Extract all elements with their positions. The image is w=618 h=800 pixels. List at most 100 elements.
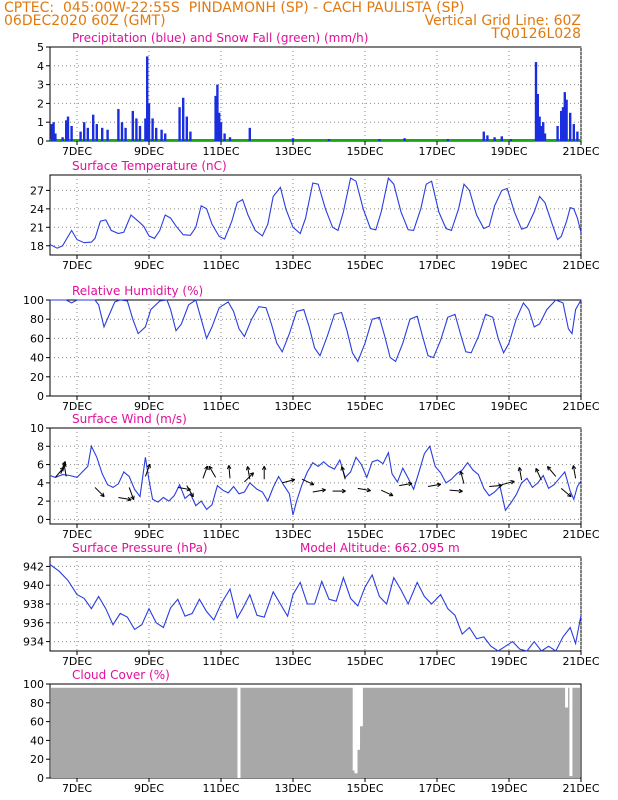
wind-arrow-head [366, 490, 371, 493]
x-tick-label: 13DEC [274, 145, 311, 158]
y-tick-label: 2 [37, 97, 44, 110]
panel-subtitle: Model Altitude: 662.095 m [300, 541, 460, 555]
y-tick-label: 0 [37, 513, 44, 526]
precip-bar [124, 127, 127, 141]
wind-arrow-head [572, 465, 577, 469]
wind-arrow-head [460, 470, 464, 475]
precip-bar [540, 125, 543, 141]
wind-arrow-head [62, 467, 65, 472]
wind-arrow-head [186, 489, 191, 492]
y-tick-label: 4 [37, 60, 44, 73]
precip-bar [214, 95, 217, 141]
panel-title: Surface Pressure (hPa) [72, 541, 208, 555]
wind-arrow-head [310, 481, 315, 486]
x-tick-label: 7DEC [62, 782, 92, 795]
x-tick-label: 19DEC [490, 655, 527, 668]
precip-bar [50, 124, 53, 141]
precip-bar [560, 110, 563, 141]
wind-arrow-head [189, 494, 194, 498]
precip-bar [52, 122, 55, 141]
series-line [50, 299, 582, 363]
wind-arrow-head [535, 467, 540, 472]
precip-bar [182, 97, 185, 141]
wind-arrow-head [341, 490, 346, 494]
panel-title: Surface Temperature (nC) [72, 159, 227, 173]
precip-bar [572, 124, 575, 141]
x-tick-label: 17DEC [418, 400, 455, 413]
y-tick-label: 934 [23, 636, 44, 649]
y-tick-label: 0 [37, 390, 44, 403]
wind-arrow-head [127, 499, 132, 502]
precip-bar [54, 133, 57, 141]
wind-arrow [460, 471, 465, 484]
wind-arrow-head [408, 482, 413, 487]
precip-bar [327, 139, 331, 141]
x-tick-label: 19DEC [490, 400, 527, 413]
wind-arrow-head [518, 467, 523, 471]
wind-arrow [518, 467, 523, 481]
wind-arrow-head [291, 479, 296, 483]
precip-bar [534, 62, 538, 141]
y-tick-label: 40 [30, 734, 44, 747]
panel-frame [49, 427, 582, 525]
wind-arrow-head [571, 465, 574, 470]
precip-bar [378, 139, 381, 141]
panel-title: Precipitation (blue) and Snow Fall (gree… [72, 31, 368, 45]
y-tick-label: 100 [23, 678, 44, 691]
precip-bar [65, 120, 68, 141]
cloud-cover-gap [569, 686, 573, 777]
cloud-cover-gap [352, 686, 356, 771]
precip-bar [66, 116, 70, 141]
precip-bar [509, 139, 512, 141]
wind-arrow [489, 484, 503, 488]
precip-bar [70, 125, 73, 141]
wind-arrow-head [321, 488, 326, 491]
wind-arrow [282, 479, 295, 484]
precip-bar [446, 139, 449, 141]
y-tick-label: 0 [37, 772, 44, 785]
wind-arrow-head [63, 463, 67, 468]
wind-arrow-head [498, 483, 503, 486]
precip-bar [92, 114, 95, 141]
wind-arrow-head [437, 483, 442, 488]
x-tick-label: 17DEC [418, 145, 455, 158]
x-tick-label: 21DEC [562, 259, 599, 272]
precip-bar [556, 125, 559, 141]
wind-arrow-head [127, 496, 132, 501]
wind-arrow [501, 480, 515, 486]
wind-arrow [572, 465, 577, 479]
precip-bar [500, 136, 503, 141]
precip-bar [536, 94, 539, 141]
series-line [49, 564, 582, 652]
wind-arrow [547, 466, 557, 477]
precip-bar [164, 133, 167, 141]
wind-arrow-head [511, 480, 515, 485]
y-tick-label: 80 [30, 697, 44, 710]
x-tick-label: 13DEC [274, 259, 311, 272]
precip-bar [565, 99, 568, 141]
wind-arrow [560, 487, 572, 498]
y-tick-label: 6 [37, 459, 44, 472]
precip-bar [569, 112, 572, 141]
header-title: CPTEC: 045:00W-22:55S PINDAMONH (SP) - C… [4, 0, 465, 16]
precip-bar [563, 92, 566, 141]
cloud-cover-gap [357, 686, 361, 750]
wind-arrow-head [62, 463, 65, 468]
wind-arrow-head [498, 484, 503, 488]
wind-arrow-head [546, 466, 549, 471]
x-tick-label: 15DEC [346, 145, 383, 158]
x-tick-label: 9DEC [134, 528, 164, 541]
wind-arrow [202, 465, 208, 479]
x-tick-label: 17DEC [418, 655, 455, 668]
y-tick-label: 18 [30, 240, 44, 253]
wind-arrow-head [390, 492, 394, 496]
x-tick-label: 15DEC [346, 259, 383, 272]
wind-arrow [399, 482, 413, 487]
precip-bar [219, 122, 223, 141]
precip-bar [482, 131, 485, 141]
y-tick-label: 20 [30, 753, 44, 766]
precip-bar [135, 118, 138, 141]
wind-arrow-head [247, 466, 251, 470]
wind-arrow-head [251, 472, 255, 477]
x-tick-label: 15DEC [346, 655, 383, 668]
